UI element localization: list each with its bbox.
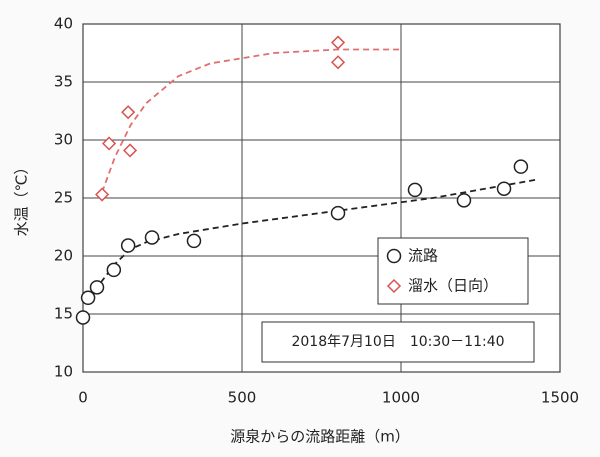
- marker-circle: [75, 310, 91, 325]
- legend-box: [377, 237, 529, 305]
- annotation-box: [261, 321, 535, 363]
- marker-circle: [89, 280, 105, 295]
- y-tick-label: 10: [54, 363, 73, 381]
- marker-circle: [330, 205, 346, 221]
- marker-circle: [407, 182, 423, 198]
- marker-circle: [513, 159, 529, 174]
- marker-circle: [144, 230, 160, 245]
- legend-marker: [386, 278, 402, 294]
- trend-line: [88, 178, 538, 300]
- marker-circle: [186, 233, 202, 249]
- marker-diamond: [95, 187, 110, 202]
- y-tick-label: 35: [54, 73, 73, 91]
- legend-label: 溜水（日向）: [408, 277, 498, 295]
- y-tick-label: 20: [54, 247, 73, 265]
- legend-label: 流路: [408, 247, 438, 265]
- y-tick-label: 15: [54, 305, 73, 323]
- marker-diamond: [121, 105, 136, 120]
- y-tick-label: 30: [54, 131, 73, 149]
- annotation: 2018年7月10日 10:30－11:40: [291, 334, 504, 350]
- marker-circle: [496, 181, 512, 196]
- marker-circle: [120, 238, 136, 253]
- y-tick-label: 40: [54, 15, 73, 33]
- marker-circle: [80, 290, 96, 306]
- y-axis-label: 水温（℃）: [13, 160, 31, 237]
- x-tick-label: 1000: [382, 389, 420, 407]
- marker-circle: [456, 193, 472, 208]
- marker-circle: [106, 262, 122, 278]
- x-tick-label: 0: [78, 389, 88, 407]
- marker-diamond: [330, 35, 346, 50]
- y-tick-label: 25: [54, 189, 73, 207]
- marker-diamond: [102, 136, 117, 151]
- x-tick-label: 1500: [541, 389, 579, 407]
- legend-marker: [386, 248, 402, 264]
- marker-diamond: [123, 143, 138, 158]
- trend-line: [101, 48, 401, 193]
- x-tick-label: 500: [228, 389, 257, 407]
- x-axis-label: 源泉からの流路距離（m）: [230, 428, 410, 446]
- marker-diamond: [330, 55, 346, 70]
